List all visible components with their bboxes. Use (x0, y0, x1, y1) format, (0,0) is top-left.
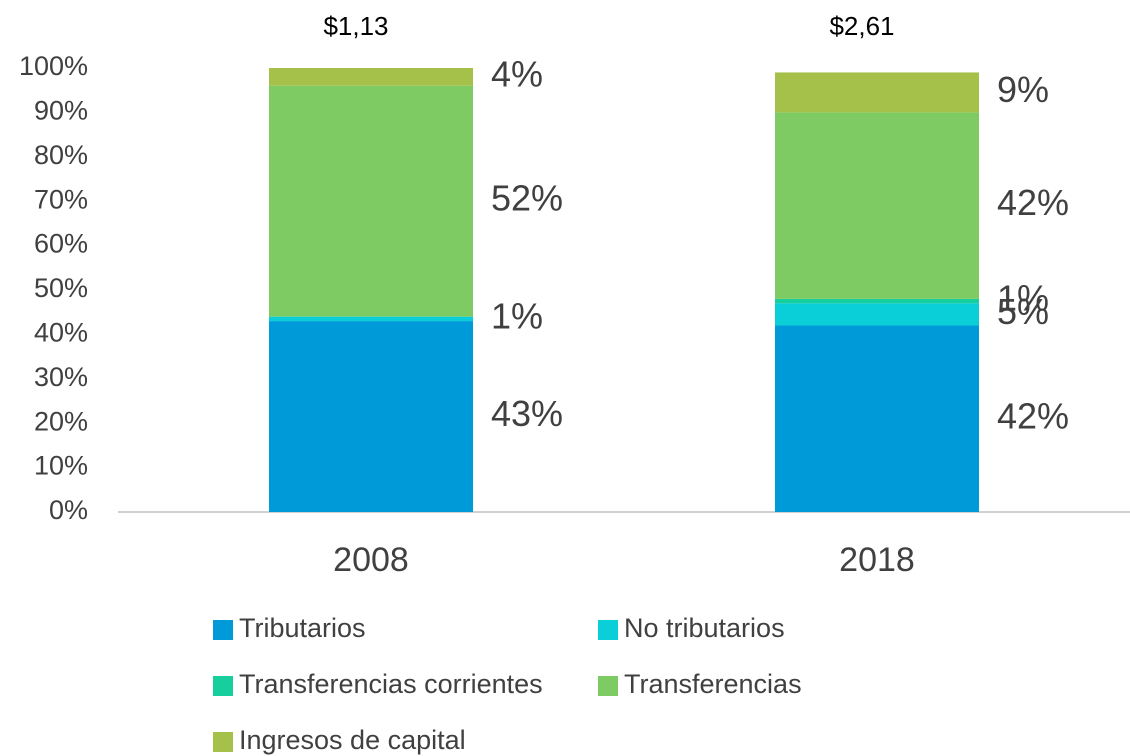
legend-label: Transferencias (624, 669, 802, 699)
legend-swatch (213, 732, 233, 752)
y-tick-label: 80% (34, 140, 88, 170)
bar-segment (269, 316, 473, 322)
total-label: $2,61 (829, 11, 894, 41)
data-label: 9% (997, 69, 1049, 110)
data-label: 52% (491, 178, 563, 219)
legend-swatch (598, 620, 618, 640)
bar-segment (775, 325, 979, 512)
data-label: 42% (997, 395, 1069, 436)
data-label: 42% (997, 182, 1069, 223)
bar-segment (269, 68, 473, 86)
x-tick-label: 2008 (333, 541, 409, 579)
data-label: 4% (491, 53, 543, 94)
x-tick-label: 2018 (839, 541, 915, 579)
total-label: $1,13 (323, 11, 388, 41)
y-tick-label: 100% (19, 51, 88, 81)
legend-label: Tributarios (239, 613, 366, 643)
bar-segment (775, 72, 979, 113)
legend-label: No tributarios (624, 613, 785, 643)
y-tick-label: 40% (34, 318, 88, 348)
y-tick-label: 20% (34, 406, 88, 436)
y-tick-label: 70% (34, 184, 88, 214)
data-label: 43% (491, 393, 563, 434)
bar-segment (775, 303, 979, 326)
data-label: 1% (491, 295, 543, 336)
legend-swatch (213, 676, 233, 696)
legend-swatch (213, 620, 233, 640)
y-tick-label: 50% (34, 273, 88, 303)
bar-segment (775, 298, 979, 304)
y-tick-label: 30% (34, 362, 88, 392)
data-label: 1% (997, 278, 1049, 319)
legend-label: Ingresos de capital (239, 725, 466, 755)
legend-swatch (598, 676, 618, 696)
bar-segment (269, 321, 473, 512)
bar-segment (775, 112, 979, 299)
y-tick-label: 10% (34, 451, 88, 481)
bar-segment (269, 85, 473, 317)
data-label: 5% (997, 291, 1049, 332)
y-tick-label: 90% (34, 96, 88, 126)
y-tick-label: 60% (34, 229, 88, 259)
legend-label: Transferencias corrientes (239, 669, 543, 699)
y-tick-label: 0% (49, 495, 88, 525)
